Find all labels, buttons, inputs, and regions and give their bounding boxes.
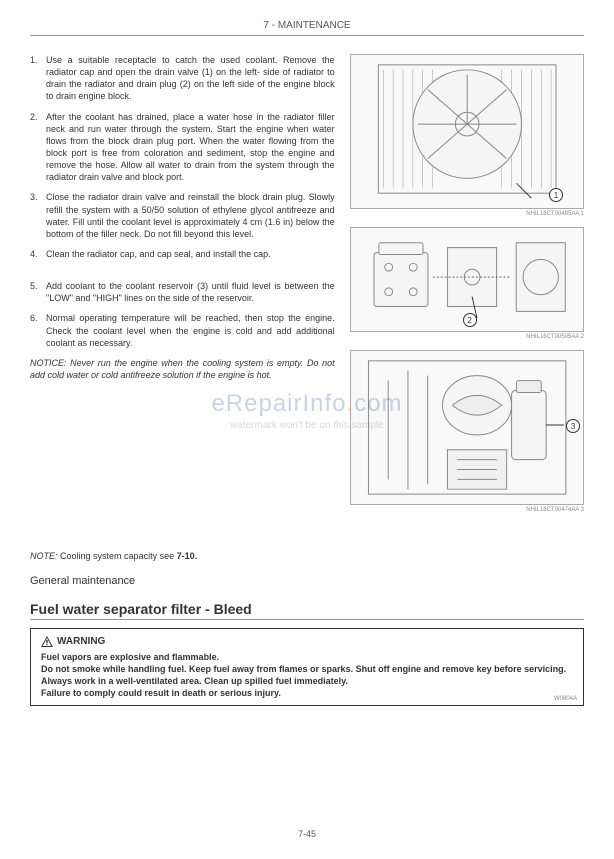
header-rule [30,35,584,36]
warning-triangle-icon [41,636,53,647]
note-block: NOTE: Cooling system capacity see 7-10. [30,551,584,561]
warning-body: Do not smoke while handling fuel. Keep f… [41,663,573,687]
main-content: Use a suitable receptacle to catch the u… [30,54,584,523]
radiator-illustration [351,55,583,208]
step-3: Close the radiator drain valve and reins… [30,191,335,240]
left-column: Use a suitable receptacle to catch the u… [30,54,335,523]
warning-trail: Failure to comply could result in death … [41,687,573,699]
warning-label: WARNING [57,635,105,649]
warning-code: W0804A [554,695,577,703]
warning-box: WARNING Fuel vapors are explosive and fl… [30,628,584,706]
page-footer: 7-45 [0,829,614,839]
subsection-title: Fuel water separator filter - Bleed [30,601,584,617]
callout-2: 2 [463,313,477,327]
page-header: 7 - MAINTENANCE [30,20,584,31]
section-title: General maintenance [30,575,584,587]
figure-1: 1 [350,54,584,209]
figure-1-caption: NHIL16CT00485AA 1 [350,211,584,217]
notice-body: Never run the engine when the cooling sy… [30,358,335,380]
step-5: Add coolant to the coolant reservoir (3)… [30,280,335,304]
reservoir-illustration [351,351,583,504]
figure-2: 2 [350,227,584,332]
step-4: Clean the radiator cap, and cap seal, an… [30,248,335,260]
step-2: After the coolant has drained, place a w… [30,111,335,184]
right-column: 1 NHIL16CT00485AA 1 2 NHIL16C [350,54,584,523]
warning-header: WARNING [41,635,573,649]
procedure-list-b: Add coolant to the coolant reservoir (3)… [30,280,335,349]
procedure-list-a: Use a suitable receptacle to catch the u… [30,54,335,260]
subsection-rule [30,619,584,620]
figure-3-caption: NHIL16CT00474AA 3 [350,507,584,513]
callout-3: 3 [566,419,580,433]
callout-1: 1 [549,188,563,202]
step-1: Use a suitable receptacle to catch the u… [30,54,335,103]
notice-label: NOTICE: [30,358,67,368]
figure-2-caption: NHIL16CT00505AA 2 [350,334,584,340]
figure-3: 3 [350,350,584,505]
warning-lead: Fuel vapors are explosive and flammable. [41,651,573,663]
note-reference: 7-10. [177,551,198,561]
note-body: Cooling system capacity see [60,551,177,561]
notice-block: NOTICE: Never run the engine when the co… [30,357,335,381]
note-label: NOTE: [30,551,58,561]
step-6: Normal operating temperature will be rea… [30,312,335,348]
